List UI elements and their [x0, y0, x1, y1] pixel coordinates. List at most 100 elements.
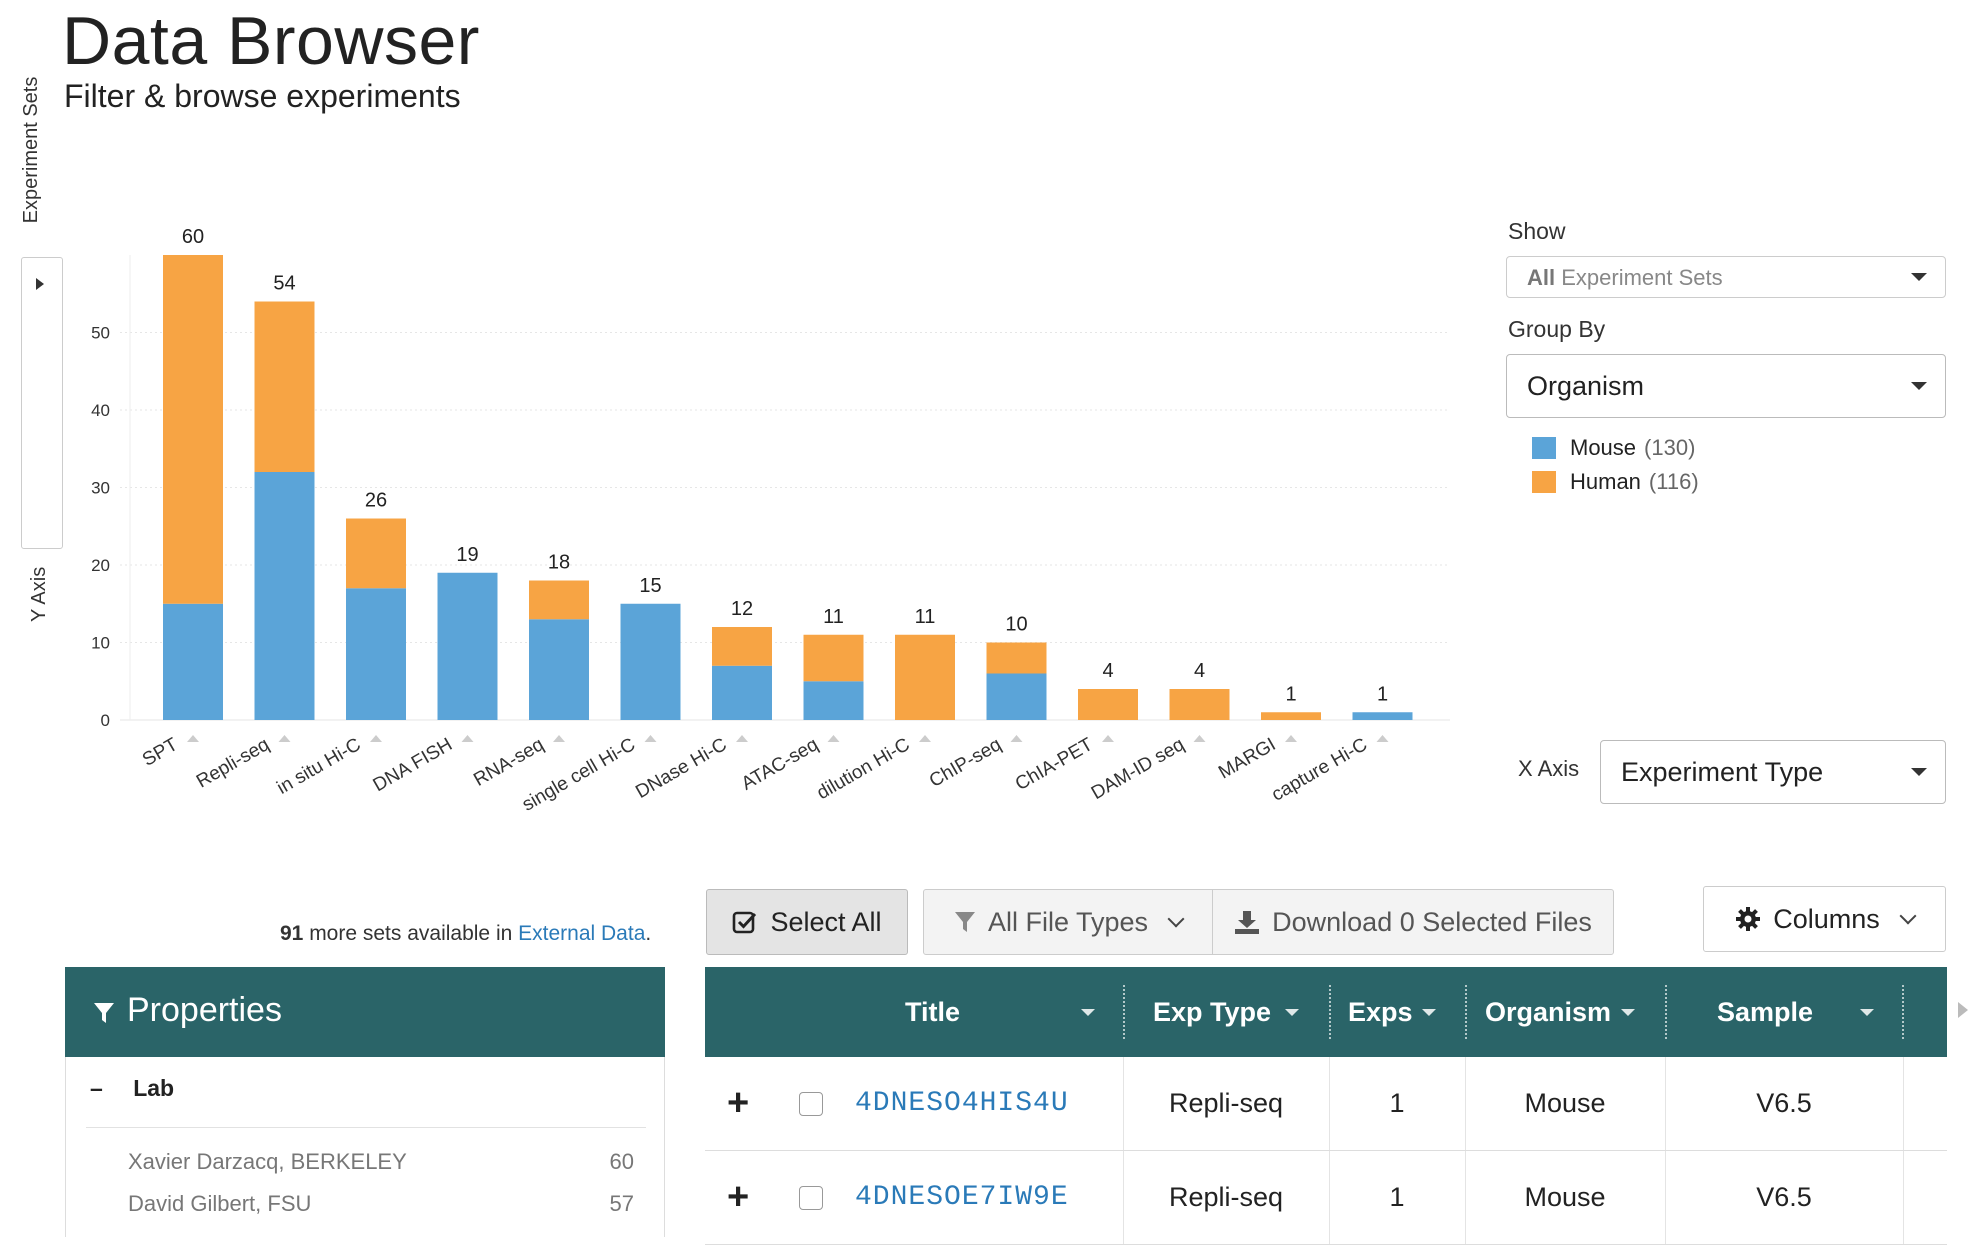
bar-total-label: 54 [273, 273, 295, 295]
y-tick-label: 30 [91, 479, 110, 498]
column-resize-handle[interactable] [1329, 985, 1333, 1039]
bar-total-label: 4 [1194, 660, 1205, 682]
experiment-set-link[interactable]: 4DNESOE7IW9E [855, 1182, 1069, 1213]
x-tick-label: ChIA-PET [1012, 734, 1097, 795]
x-tick-label: SPT [139, 734, 182, 771]
download-selected-button[interactable]: Download 0 Selected Files [1212, 889, 1614, 955]
bar-total-label: 60 [182, 226, 204, 248]
bar-expand-caret [736, 735, 748, 742]
bar-segment-mouse [803, 681, 864, 720]
bar-expand-caret [370, 735, 382, 742]
column-resize-handle[interactable] [1665, 985, 1669, 1039]
x-tick-label: Repli-seq [193, 734, 273, 792]
facet-term[interactable]: David Gilbert, FSU 57 [128, 1191, 634, 1217]
xaxis-label: X Axis [1518, 756, 1580, 781]
cell-exp-type: Repli-seq [1168, 1088, 1284, 1118]
cell-exps: 1 [1389, 1088, 1405, 1118]
download-icon [1235, 911, 1260, 934]
y-tick-label: 20 [91, 556, 110, 575]
file-types-dropdown[interactable]: All File Types [923, 889, 1213, 955]
bar-segment-mouse [437, 572, 498, 720]
column-resize-handle[interactable] [1123, 985, 1127, 1039]
column-resize-handle[interactable] [1465, 985, 1469, 1039]
select-all-button[interactable]: Select All [706, 889, 908, 955]
column-header-exps[interactable]: Exps [1348, 996, 1413, 1027]
facet-term[interactable]: Xavier Darzacq, BERKELEY 60 [128, 1149, 634, 1175]
row-checkbox[interactable] [799, 1091, 823, 1116]
expand-row-button[interactable]: + [727, 1176, 750, 1218]
column-header-sample[interactable]: Sample [1717, 996, 1814, 1027]
caret-down-icon [1911, 273, 1927, 281]
cell-exp-type: Repli-seq [1168, 1182, 1284, 1212]
download-label: Download 0 Selected Files [1272, 906, 1592, 937]
legend-swatch [1532, 437, 1556, 459]
groupby-select[interactable]: Organism [1506, 354, 1946, 418]
yaxis-toggle-button[interactable] [21, 257, 63, 549]
show-select[interactable]: All Experiment Sets [1506, 256, 1946, 298]
x-tick-label: in situ Hi-C [274, 734, 365, 799]
y-tick-label: 50 [91, 324, 110, 343]
columns-button[interactable]: Columns [1703, 886, 1946, 952]
page-title: Data Browser [62, 3, 480, 79]
divider [1123, 1151, 1124, 1244]
scroll-right-icon[interactable] [1958, 1002, 1968, 1018]
bar-segment-human [803, 634, 864, 682]
bar-segment-mouse [529, 619, 589, 720]
sort-caret-icon[interactable] [1621, 1009, 1635, 1016]
x-tick-label: dilution Hi-C [813, 734, 913, 804]
column-header-title[interactable]: Title [905, 996, 961, 1027]
y-tick-label: 0 [101, 711, 110, 730]
groupby-label: Group By [1508, 316, 1606, 342]
external-data-link[interactable]: External Data [518, 922, 646, 945]
sort-caret-icon[interactable] [1081, 1009, 1095, 1016]
bar-segment-human [986, 642, 1047, 674]
columns-label: Columns [1773, 903, 1880, 934]
filter-icon [954, 912, 975, 932]
divider [1329, 1151, 1330, 1244]
caret-down-icon [1911, 382, 1927, 390]
bar-total-label: 19 [456, 544, 478, 566]
sort-caret-icon[interactable] [1422, 1009, 1436, 1016]
bar-segment-human [254, 301, 315, 472]
divider [1665, 1151, 1666, 1244]
bar-total-label: 1 [1377, 683, 1388, 705]
cell-organism: Mouse [1524, 1182, 1606, 1212]
page-subtitle: Filter & browse experiments [64, 78, 461, 114]
facet-term-label: Xavier Darzacq, BERKELEY [128, 1149, 407, 1174]
column-header-organism[interactable]: Organism [1485, 996, 1612, 1027]
bar-chart: 0 10 20 30 40 50 60 SPT 54 Repli-seq 26 in situ Hi-… [91, 226, 1450, 816]
column-header-exp-type[interactable]: Exp Type [1153, 996, 1272, 1027]
sort-caret-icon[interactable] [1860, 1009, 1874, 1016]
x-tick-label: MARGI [1215, 734, 1279, 783]
bar-total-label: 11 [915, 606, 936, 628]
table-row: + 4DNESO4HIS4U Repli-seq 1 Mouse V6.5 [705, 1057, 1947, 1151]
xaxis-select[interactable]: Experiment Type [1600, 740, 1946, 804]
bar-segment-human [346, 518, 406, 589]
expand-row-button[interactable]: + [727, 1082, 750, 1124]
column-resize-handle[interactable] [1902, 985, 1906, 1039]
cell-sample: V6.5 [1756, 1088, 1812, 1118]
row-checkbox[interactable] [799, 1185, 823, 1210]
show-select-value: All Experiment Sets [1527, 265, 1723, 290]
row-select-cell [799, 1057, 823, 1150]
facet-term-count: 60 [609, 1149, 634, 1174]
divider [1903, 1151, 1904, 1244]
properties-title: Properties [127, 991, 282, 1029]
select-all-label: Select All [770, 906, 882, 937]
divider [1903, 1057, 1904, 1150]
sort-caret-icon[interactable] [1285, 1009, 1299, 1016]
bar-segment-mouse [986, 673, 1047, 720]
legend-label: Mouse (130) [1570, 435, 1696, 460]
legend-swatch [1532, 471, 1556, 493]
experiment-set-link[interactable]: 4DNESO4HIS4U [855, 1088, 1069, 1119]
bar-expand-caret [827, 735, 840, 742]
yaxis-toggle-label: Experiment Sets [20, 76, 42, 224]
facet-term-label: David Gilbert, FSU [128, 1191, 312, 1216]
filter-icon [94, 1003, 114, 1023]
xaxis-select-value: Experiment Type [1621, 757, 1824, 787]
bar-total-label: 1 [1285, 683, 1296, 705]
bar-segment-mouse [254, 472, 315, 720]
bar-total-label: 11 [823, 606, 844, 628]
facet-lab-toggle[interactable]: – Lab [90, 1075, 174, 1102]
bar-expand-caret [919, 735, 931, 742]
